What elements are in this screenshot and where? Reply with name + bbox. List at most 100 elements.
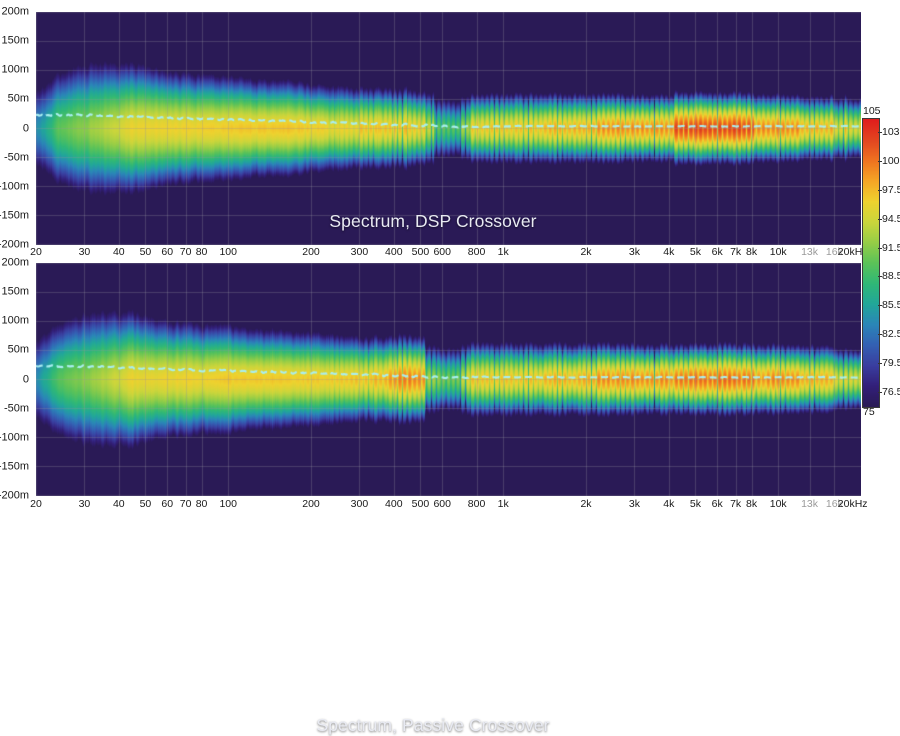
x-tick-label: 60 [161,498,174,510]
colorbar-max-label: 105 [863,105,881,117]
x-tick-label: 50 [139,498,152,510]
colorbar-tick-mark [878,391,882,393]
x-tick-label: 100 [219,498,237,510]
colorbar-tick-label: 97.5 [882,183,900,196]
colorbar-tick-mark [878,305,882,307]
plot-area-dsp[interactable] [36,12,861,245]
x-tick-label: 1k [497,498,509,510]
panel-dsp-crossover: 200m 150m 100m 50m 0 -50m -100m -150m -200m Spec… [0,0,868,257]
colorbar-tick-label: 91.5 [882,241,900,254]
x-tick-label: 500 [411,246,430,258]
colorbar-tick-mark [878,362,882,364]
x-tick-label: 300 [350,498,369,510]
spectrogram-canvas-dsp [36,12,861,245]
colorbar-gradient [862,118,880,408]
y-tick-label: -150m [0,209,29,222]
x-tick-label: 60 [161,246,174,258]
spectrogram-canvas-passive [36,263,861,496]
y-axis-labels-dsp: 200m 150m 100m 50m 0 -50m -100m -150m -200m [0,0,33,254]
x-tick-label: 8k [746,498,758,510]
y-tick-label: -100m [0,431,29,444]
x-tick-label: 5k [689,246,701,258]
colorbar-tick-label: 94.5 [882,212,900,225]
y-tick-label: -50m [3,402,29,415]
y-tick-label: 150m [1,285,29,298]
x-tick-label: 6k [711,246,723,258]
x-axis-labels-passive: 20 30 40 50 60 70 80 100 200 300 400 500 600 800 1k 2k 3… [30,498,867,513]
colorbar-tick-mark [878,276,882,278]
y-tick-label: -200m [0,238,29,251]
colorbar-tick-label: 88.5 [882,270,900,283]
y-tick-label: 200m [1,256,29,269]
x-tick-label: 1k [497,246,509,258]
x-tick-label: 800 [467,246,486,258]
x-tick-label: 10k [769,246,787,258]
x-tick-label: 7k [730,498,742,510]
x-tick-label: 13k [801,498,819,510]
x-tick-label: 80 [195,498,208,510]
y-tick-label: 0 [22,122,29,134]
y-tick-label: 0 [22,373,29,385]
x-tick-label: 100 [219,246,237,258]
colorbar-ticks: 103.5 100.5 97.5 94.5 91.5 88.5 85.5 82.5 79.5 76… [862,108,900,413]
x-tick-label: 20 [30,246,42,258]
x-tick-label: 300 [350,246,369,258]
x-tick-label: 200 [302,246,320,258]
x-tick-label: 500 [411,498,430,510]
x-tick-label: 400 [385,498,403,510]
x-tick-label: 10k [769,498,787,510]
x-tick-label: 7k [730,246,742,258]
y-tick-label: 50m [7,92,29,105]
colorbar-tick-label: 85.5 [882,298,900,311]
x-axis-labels-dsp: 20 30 40 50 60 70 80 100 200 300 400 500 600 800 1k 2k 3… [30,246,867,261]
y-tick-label: -50m [3,151,29,164]
x-tick-label: 40 [112,246,125,258]
x-tick-label: 30 [78,498,91,510]
y-tick-label: -100m [0,180,29,193]
y-tick-label: -200m [0,489,29,502]
y-tick-label: 50m [7,343,29,356]
x-tick-label: 5k [689,498,701,510]
x-tick-label: 70 [179,246,192,258]
colorbar-tick-label: 76.5 [882,385,900,398]
x-tick-label: 8k [746,246,758,258]
x-tick-label: 3k [628,498,640,510]
x-tick-label: 400 [385,246,403,258]
colorbar-tick-mark [878,161,882,163]
x-tick-label: 2k [580,246,592,258]
y-tick-label: -150m [0,460,29,473]
x-tick-label: 200 [302,498,320,510]
panel-passive-crossover: 200m 150m 100m 50m 0 -50m -100m -150m -200m Spec… [0,254,868,735]
colorbar-tick-label: 103.5 [882,126,900,139]
colorbar-min-label: 75 [863,406,875,418]
y-tick-label: 100m [1,63,29,76]
x-tick-label: 600 [433,246,451,258]
x-tick-label: 600 [433,498,451,510]
x-tick-label: 3k [628,246,640,258]
x-tick-label: 70 [179,498,192,510]
colorbar-tick-mark [878,247,882,249]
colorbar: 105 75 103.5 100.5 97.5 94.5 91.5 88.5 85.5 82.… [862,105,900,417]
x-tick-label: 6k [711,498,723,510]
colorbar-tick-label: 100.5 [882,154,900,167]
plot-area-passive[interactable] [36,263,861,496]
colorbar-tick-mark [878,132,882,134]
x-tick-label: 40 [112,498,125,510]
x-tick-label: 4k [663,498,675,510]
y-axis-labels-passive: 200m 150m 100m 50m 0 -50m -100m -150m -200m [0,254,33,509]
x-tick-label: 20kHz [837,246,868,258]
y-tick-label: 150m [1,34,29,47]
x-tick-label: 4k [663,246,675,258]
x-tick-label: 16k [825,498,843,510]
x-tick-label: 50 [139,246,152,258]
colorbar-tick-mark [878,218,882,220]
x-tick-label: 20 [30,498,42,510]
y-tick-label: 200m [1,5,29,18]
x-tick-label: 800 [467,498,486,510]
colorbar-tick-label: 82.5 [882,327,900,340]
x-tick-label: 80 [195,246,208,258]
x-tick-label: 16k [825,246,843,258]
plot-title-passive: Spectrum, Passive Crossover [316,715,550,735]
colorbar-tick-mark [878,334,882,335]
